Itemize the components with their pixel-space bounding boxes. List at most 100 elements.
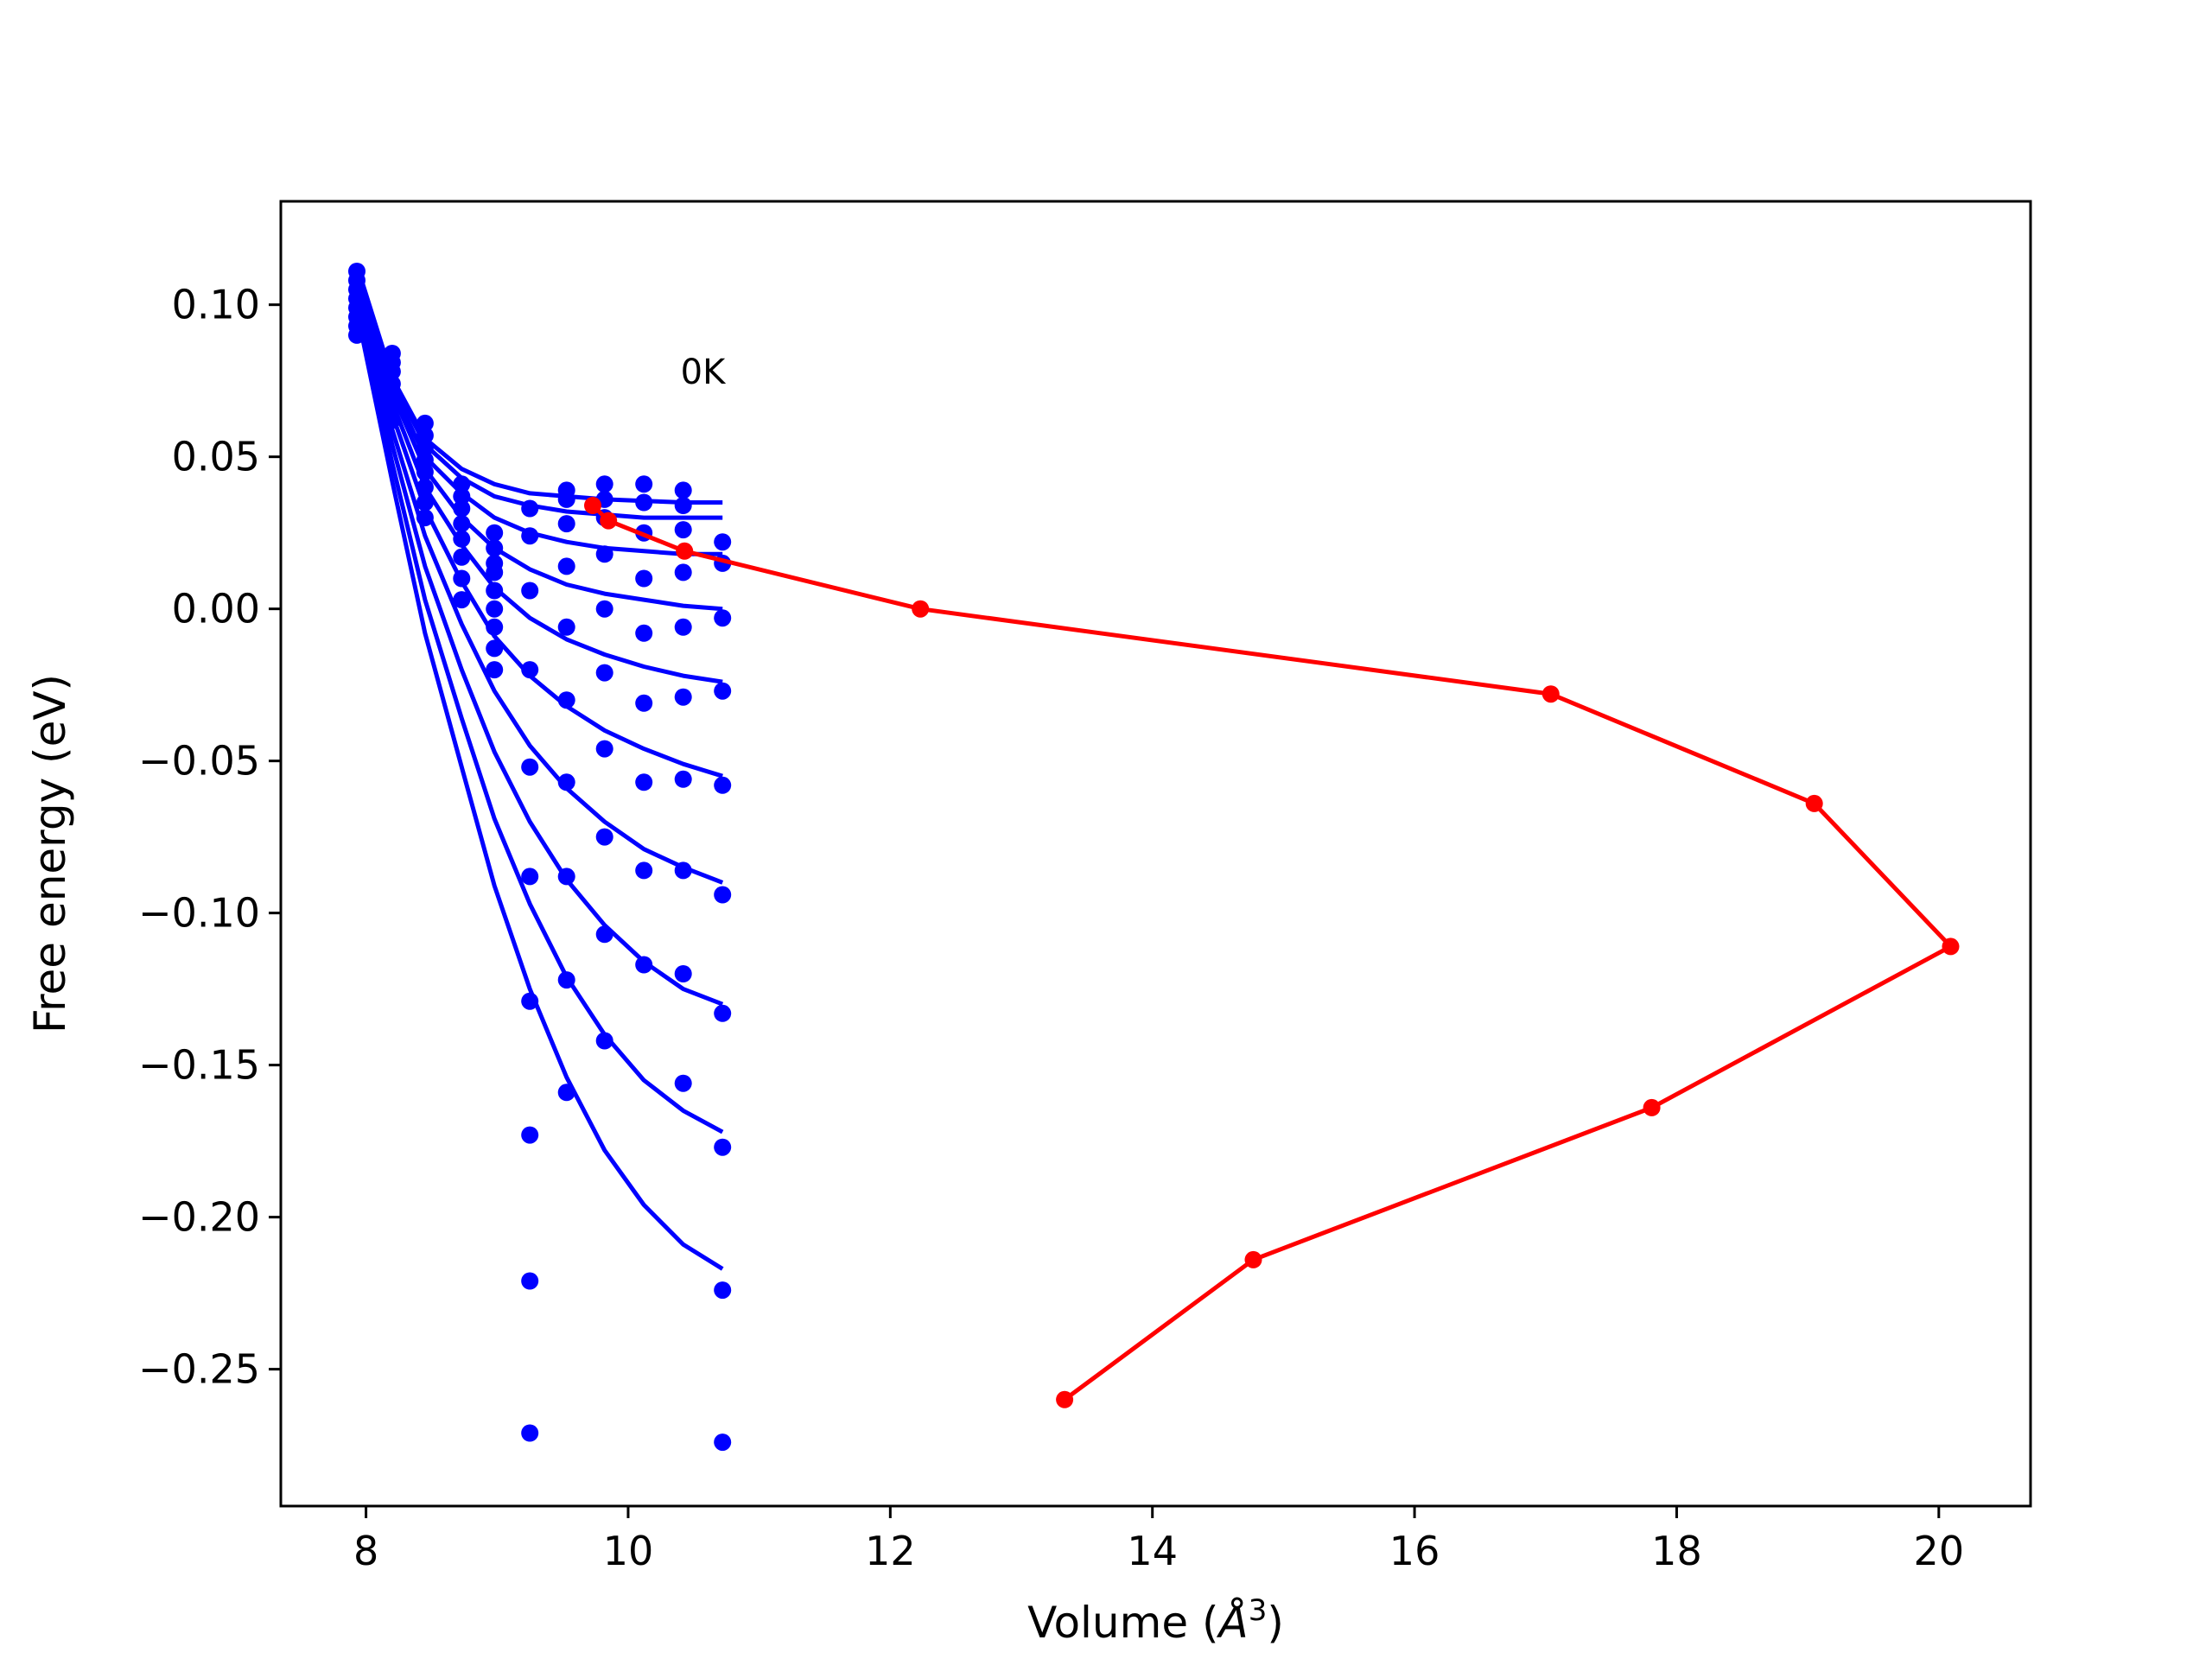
scatter-point-23 <box>416 509 434 527</box>
x-tick-label-10: 10 <box>603 1528 654 1574</box>
scatter-point-90 <box>714 533 732 551</box>
fit-curve-10 <box>354 310 724 1271</box>
y-tick-label-0: 0.10 <box>172 282 260 328</box>
scatter-point-8 <box>348 326 365 344</box>
scatter-point-82 <box>674 521 692 539</box>
scatter-point-57 <box>557 773 575 791</box>
scatter-point-81 <box>674 497 692 514</box>
x-axis-label-symbol: Å <box>1217 1598 1249 1648</box>
x-tick-label-20: 20 <box>1914 1528 1965 1574</box>
scatter-point-72 <box>635 493 653 512</box>
scatter-point-61 <box>595 475 613 493</box>
scatter-point-60 <box>557 1084 575 1102</box>
scatter-point-87 <box>674 861 692 880</box>
scatter-point-59 <box>557 971 575 989</box>
minimum-path-point-2 <box>600 512 618 530</box>
minimum-path-point-1 <box>584 497 601 514</box>
temperature-annotation: 0K <box>681 353 727 392</box>
scatter-point-66 <box>595 664 613 682</box>
fit-curve-7 <box>354 291 724 885</box>
scatter-point-42 <box>521 527 539 545</box>
scatter-point-13 <box>383 387 401 405</box>
y-tick-label-6: −0.20 <box>138 1194 260 1241</box>
scatter-point-95 <box>714 886 732 904</box>
minimum-path-point-9 <box>1244 1250 1262 1268</box>
scatter-point-53 <box>557 515 575 533</box>
scatter-point-76 <box>635 694 653 712</box>
scatter-point-92 <box>714 609 732 627</box>
y-axis-label: Free energy (eV) <box>25 674 75 1033</box>
scatter-point-79 <box>635 956 653 974</box>
scatter-point-55 <box>557 618 575 636</box>
y-tick-label-2: 0.00 <box>172 586 260 632</box>
scatter-point-48 <box>521 1126 539 1144</box>
scatter-point-58 <box>557 868 575 886</box>
minimum-path-point-6 <box>1805 794 1823 812</box>
scatter-point-99 <box>714 1433 732 1452</box>
x-axis-label-exponent: 3 <box>1249 1593 1268 1628</box>
scatter-point-47 <box>521 992 539 1010</box>
scatter-point-80 <box>674 481 692 499</box>
scatter-point-94 <box>714 776 732 794</box>
scatter-point-33 <box>486 539 504 557</box>
scatter-point-68 <box>595 828 613 846</box>
scatter-point-74 <box>635 569 653 588</box>
scatter-point-71 <box>635 475 653 493</box>
scatter-point-43 <box>521 582 539 600</box>
scatter-point-22 <box>416 493 434 512</box>
scatter-point-89 <box>674 1074 692 1092</box>
scatter-point-84 <box>674 618 692 636</box>
scatter-point-96 <box>714 1004 732 1022</box>
x-tick-label-14: 14 <box>1127 1528 1178 1574</box>
scatter-point-77 <box>635 773 653 791</box>
scatter-point-65 <box>595 600 613 618</box>
x-tick-label-18: 18 <box>1651 1528 1702 1574</box>
scatter-point-39 <box>486 639 504 658</box>
scatter-point-54 <box>557 557 575 575</box>
minimum-path <box>584 497 1960 1408</box>
scatter-point-70 <box>595 1032 613 1050</box>
scatter-point-97 <box>714 1138 732 1156</box>
scatter-point-31 <box>453 591 471 609</box>
minimum-path-line <box>591 504 1953 1402</box>
scatter-point-38 <box>486 618 504 636</box>
scatter-point-36 <box>486 582 504 600</box>
minimum-path-point-4 <box>912 600 930 618</box>
scatter-point-50 <box>521 1424 539 1442</box>
scatter-point-26 <box>453 499 471 518</box>
plot-frame <box>279 200 2032 1508</box>
scatter-point-12 <box>383 375 401 393</box>
scatter-point-18 <box>416 439 434 457</box>
scatter-point-56 <box>557 691 575 709</box>
scatter-point-85 <box>674 688 692 706</box>
scatter-point-83 <box>674 563 692 582</box>
scatter-point-27 <box>453 515 471 533</box>
y-tick-label-1: 0.05 <box>172 434 260 480</box>
minimum-path-point-7 <box>1942 938 1960 956</box>
scatter-point-11 <box>383 363 401 381</box>
scatter-point-30 <box>453 569 471 588</box>
y-tick-label-3: −0.05 <box>138 738 260 785</box>
x-axis-label: Volume (Å3) <box>1027 1593 1284 1648</box>
scatter-point-88 <box>674 965 692 982</box>
scatter-point-21 <box>416 478 434 496</box>
fit-curve-5 <box>354 279 723 684</box>
scatter-point-69 <box>595 925 613 944</box>
scatter-point-45 <box>521 758 539 776</box>
scatter-points <box>348 263 732 1452</box>
x-axis-label-close: ) <box>1267 1598 1284 1648</box>
scatter-point-44 <box>521 661 539 679</box>
scatter-point-15 <box>383 411 401 429</box>
scatter-point-17 <box>416 427 434 444</box>
scatter-point-93 <box>714 682 732 700</box>
scatter-point-64 <box>595 545 613 563</box>
scatter-point-19 <box>416 451 434 469</box>
scatter-point-28 <box>453 530 471 548</box>
scatter-point-78 <box>635 861 653 880</box>
fit-curve-4 <box>354 276 723 612</box>
scatter-point-37 <box>486 600 504 618</box>
scatter-point-16 <box>416 414 434 432</box>
fit-curve-8 <box>354 298 724 1007</box>
scatter-point-86 <box>674 770 692 788</box>
y-tick-label-7: −0.25 <box>138 1346 260 1393</box>
